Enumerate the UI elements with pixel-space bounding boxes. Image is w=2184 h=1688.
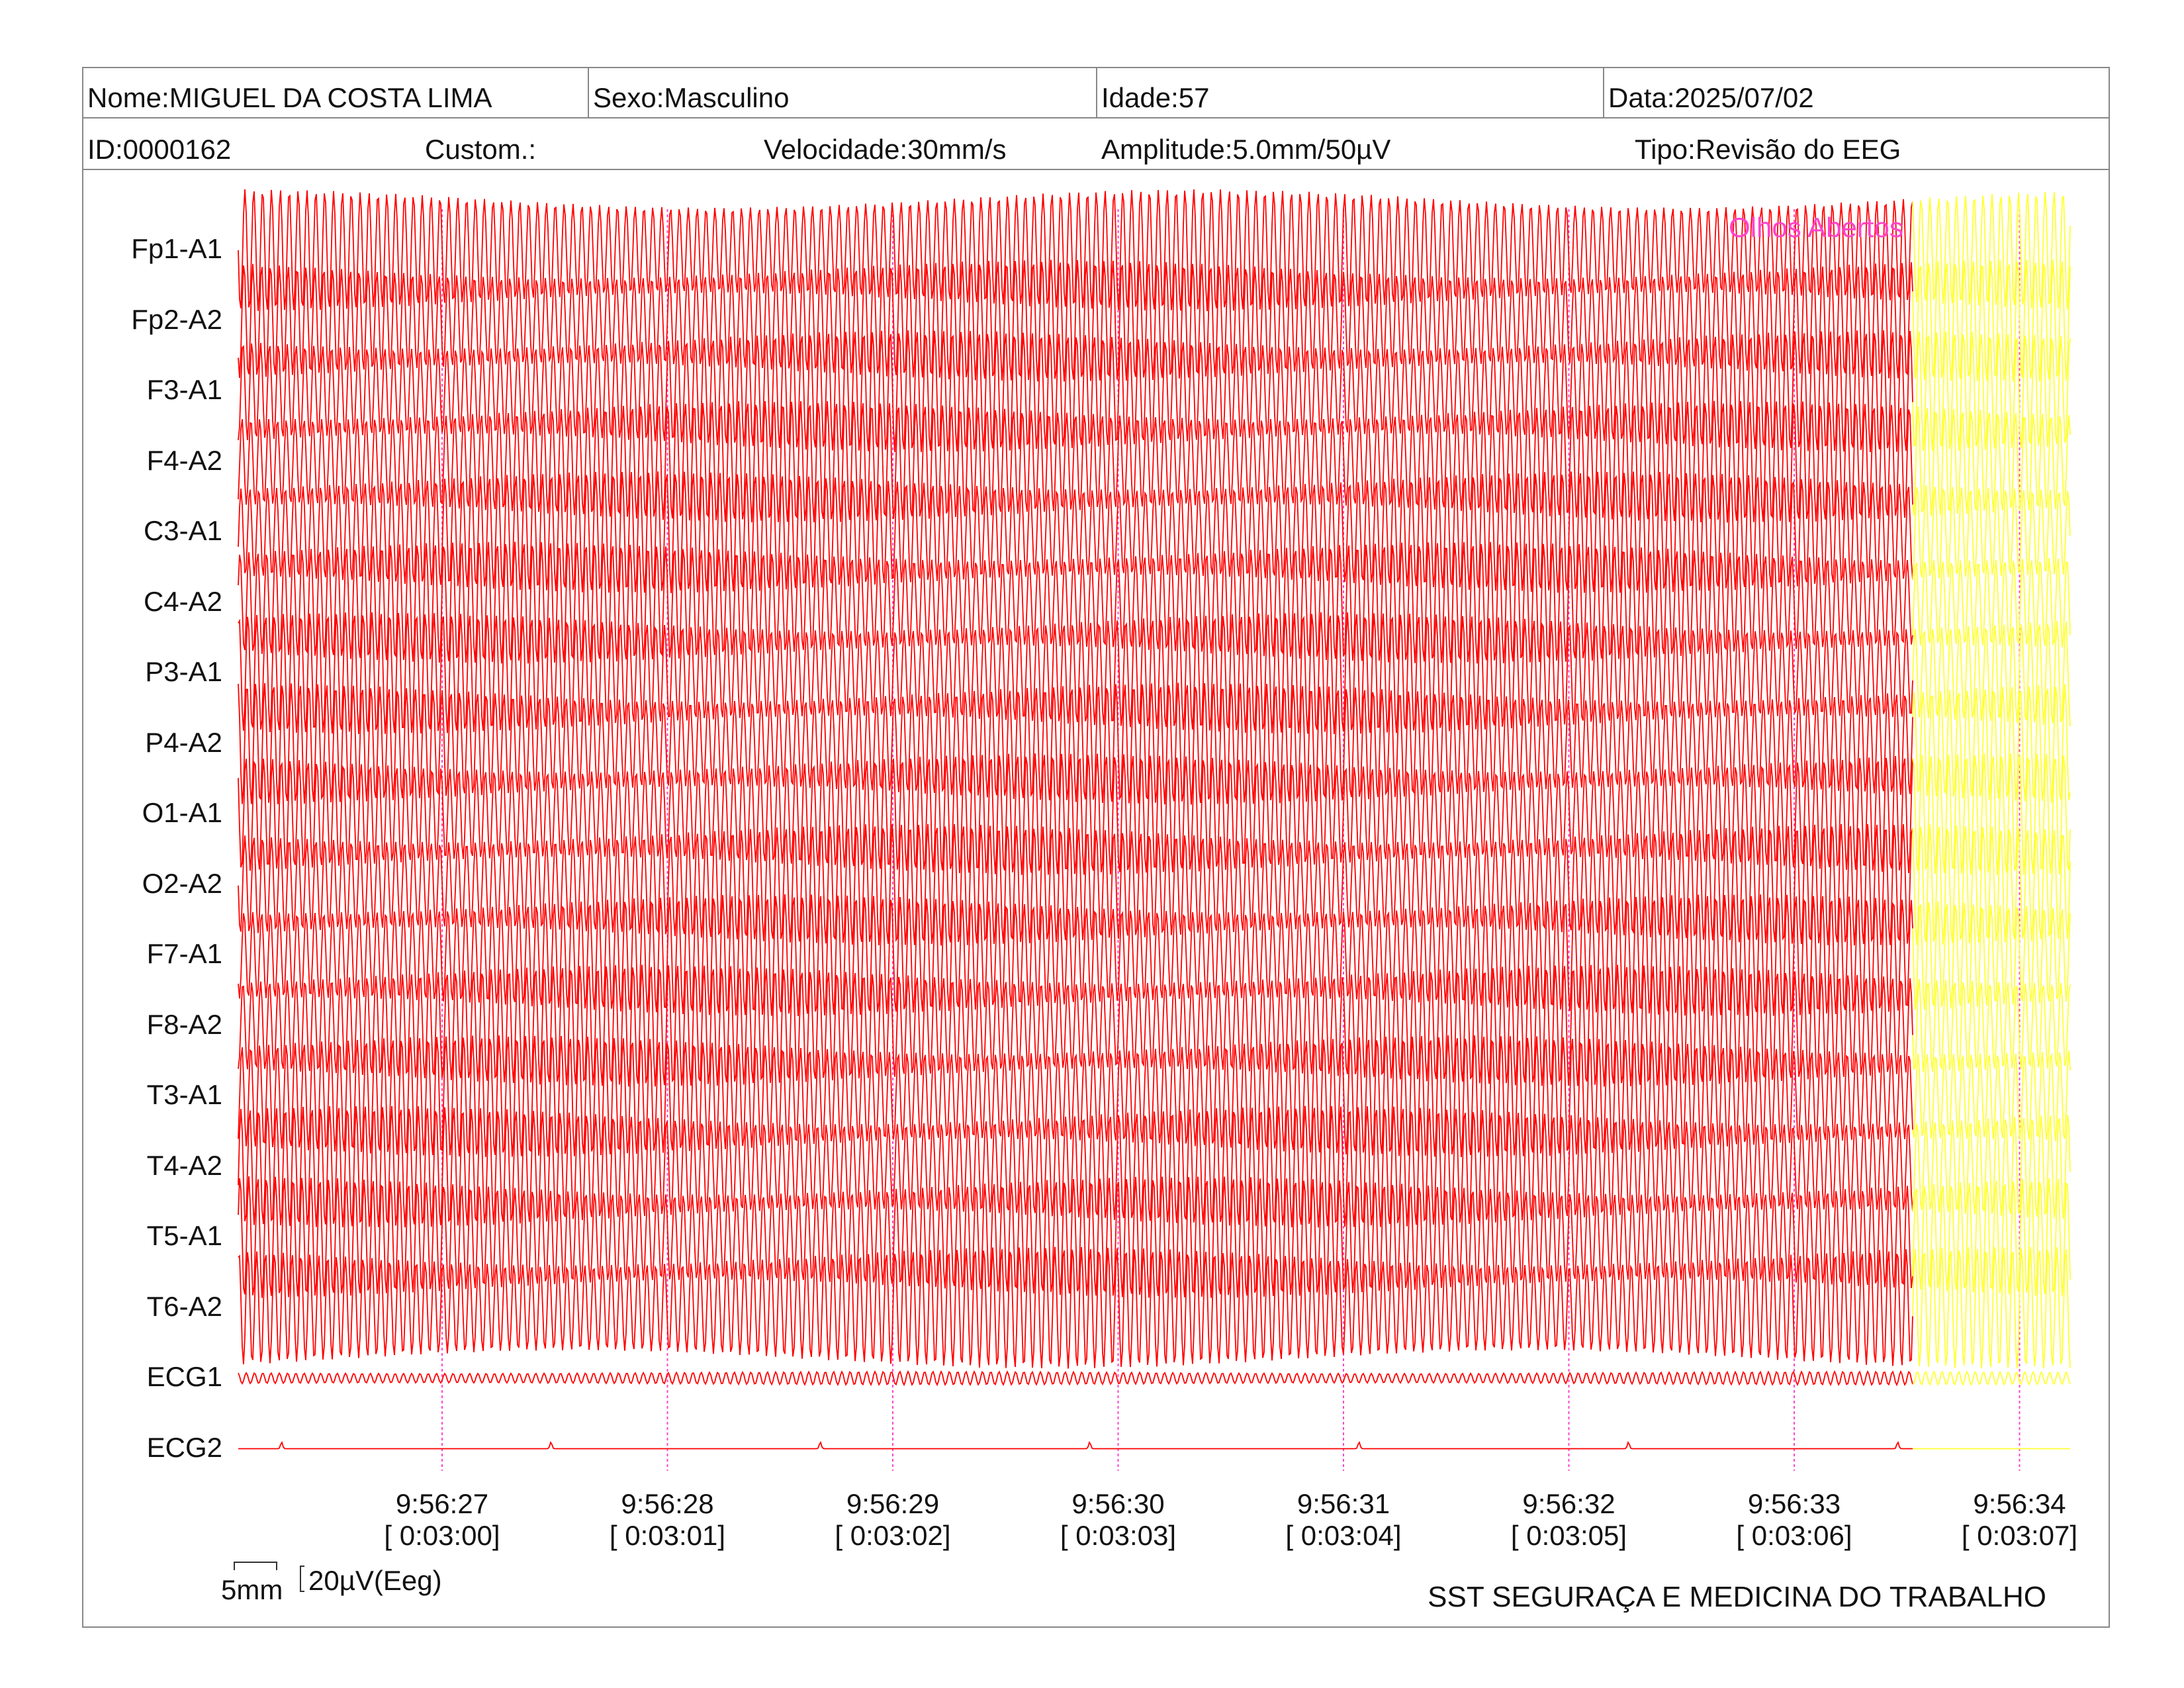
amplitude-value: Amplitude:5.0mm/50µV (1101, 134, 1391, 165)
eeg-trace (238, 612, 1913, 735)
channel-label: P4-A2 (145, 726, 222, 758)
time-tick-elapsed: [ 0:03:04] (1285, 1520, 1402, 1551)
eeg-trace (238, 1370, 1913, 1387)
eeg-trace (238, 1035, 1913, 1158)
time-tick-clock: 9:56:31 (1297, 1488, 1390, 1519)
time-tick-elapsed: [ 0:03:01] (609, 1520, 726, 1551)
eeg-trace-highlighted (1912, 979, 2071, 1072)
channel-label: T6-A2 (146, 1290, 222, 1322)
channel-label: F8-A2 (146, 1008, 222, 1040)
eyes-open-annotation: Olhos Abertos (1729, 212, 1903, 243)
channel-label: Fp2-A2 (131, 303, 222, 335)
time-tick-clock: 9:56:30 (1071, 1488, 1165, 1519)
eeg-trace-highlighted (1912, 1114, 2071, 1219)
eeg-trace (238, 259, 1913, 382)
eeg-trace (238, 189, 1913, 311)
time-tick-clock: 9:56:33 (1747, 1488, 1841, 1519)
time-tick-elapsed: [ 0:03:07] (1961, 1520, 2078, 1551)
scale-mm-label: 5mm (221, 1574, 283, 1605)
custom-field: Custom.: (425, 134, 537, 165)
eeg-trace (238, 1246, 1913, 1369)
patient-name: Nome:MIGUEL DA COSTA LIMA (87, 82, 492, 113)
time-tick-elapsed: [ 0:03:00] (384, 1520, 500, 1551)
channel-label: T5-A1 (146, 1220, 222, 1251)
eeg-trace (238, 471, 1913, 593)
eeg-trace-highlighted (1912, 259, 2071, 382)
exam-date: Data:2025/07/02 (1608, 82, 1814, 113)
header-divider (1096, 67, 1097, 117)
header-divider (588, 67, 589, 117)
channel-label: F3-A1 (146, 374, 222, 405)
eeg-trace-highlighted (1912, 331, 2071, 451)
eeg-trace-highlighted (1912, 684, 2071, 803)
header-row-exam: ID:0000162 Custom.: Velocidade:30mm/s Am… (82, 118, 2110, 170)
eeg-trace (238, 964, 1913, 1087)
patient-id: ID:0000162 (87, 134, 232, 165)
eeg-trace-highlighted (1912, 558, 2071, 648)
time-tick-clock: 9:56:28 (621, 1488, 714, 1519)
eeg-trace (238, 682, 1913, 805)
channel-label: F4-A2 (146, 444, 222, 476)
eeg-trace-highlighted (1912, 753, 2071, 875)
eeg-trace (238, 753, 1913, 875)
header-row-patient: Nome:MIGUEL DA COSTA LIMA Sexo:Masculino… (82, 67, 2110, 118)
eeg-trace-highlighted (1912, 824, 2071, 945)
scale-bar-icon (234, 1562, 304, 1592)
time-tick-clock: 9:56:27 (395, 1488, 489, 1519)
eeg-trace-highlighted (1912, 1051, 2071, 1141)
channel-label: O2-A2 (142, 867, 222, 899)
eeg-trace (238, 1105, 1913, 1228)
channel-label: P3-A1 (145, 656, 222, 687)
speed-value: Velocidade:30mm/s (764, 134, 1007, 165)
channel-label: Fp1-A1 (131, 233, 222, 264)
patient-sex: Sexo:Masculino (593, 82, 790, 113)
scale-uv-label: 20µV(Eeg) (308, 1565, 442, 1596)
eeg-trace (238, 330, 1913, 453)
time-tick-elapsed: [ 0:03:06] (1736, 1520, 1852, 1551)
channel-label: C3-A1 (143, 515, 222, 546)
eeg-trace (238, 894, 1913, 1016)
patient-age: Idade:57 (1101, 82, 1210, 113)
exam-type: Tipo:Revisão do EEG (1635, 134, 1901, 165)
eeg-trace-highlighted (1912, 406, 2071, 516)
time-tick-elapsed: [ 0:03:05] (1510, 1520, 1627, 1551)
channel-label: O1-A1 (142, 797, 222, 828)
eeg-trace (238, 1440, 1913, 1450)
time-tick-clock: 9:56:29 (846, 1488, 940, 1519)
company-name: SST SEGURAÇA E MEDICINA DO TRABALHO (1428, 1581, 2046, 1613)
eeg-trace-highlighted (1912, 191, 2071, 310)
eeg-trace-highlighted (1912, 485, 2071, 581)
channel-label: T4-A2 (146, 1149, 222, 1181)
eeg-trace-highlighted (1912, 1246, 2071, 1369)
channel-label: C4-A2 (143, 585, 222, 617)
eeg-trace-highlighted (1912, 1370, 2071, 1387)
time-tick-elapsed: [ 0:03:02] (835, 1520, 951, 1551)
time-tick-clock: 9:56:32 (1522, 1488, 1615, 1519)
time-tick-clock: 9:56:34 (1973, 1488, 2066, 1519)
channel-label: ECG2 (146, 1431, 222, 1463)
header-divider (1603, 67, 1604, 117)
eeg-trace-highlighted (1912, 1178, 2071, 1297)
eeg-trace-highlighted (1912, 901, 2071, 1010)
eeg-trace (238, 400, 1913, 523)
channel-label: ECG1 (146, 1361, 222, 1392)
channel-label: T3-A1 (146, 1079, 222, 1110)
eeg-trace (238, 823, 1913, 946)
time-tick-elapsed: [ 0:03:03] (1060, 1520, 1177, 1551)
eeg-trace (238, 541, 1913, 664)
eeg-trace-highlighted (1912, 620, 2071, 726)
eeg-trace (238, 1176, 1913, 1298)
channel-label: F7-A1 (146, 938, 222, 969)
